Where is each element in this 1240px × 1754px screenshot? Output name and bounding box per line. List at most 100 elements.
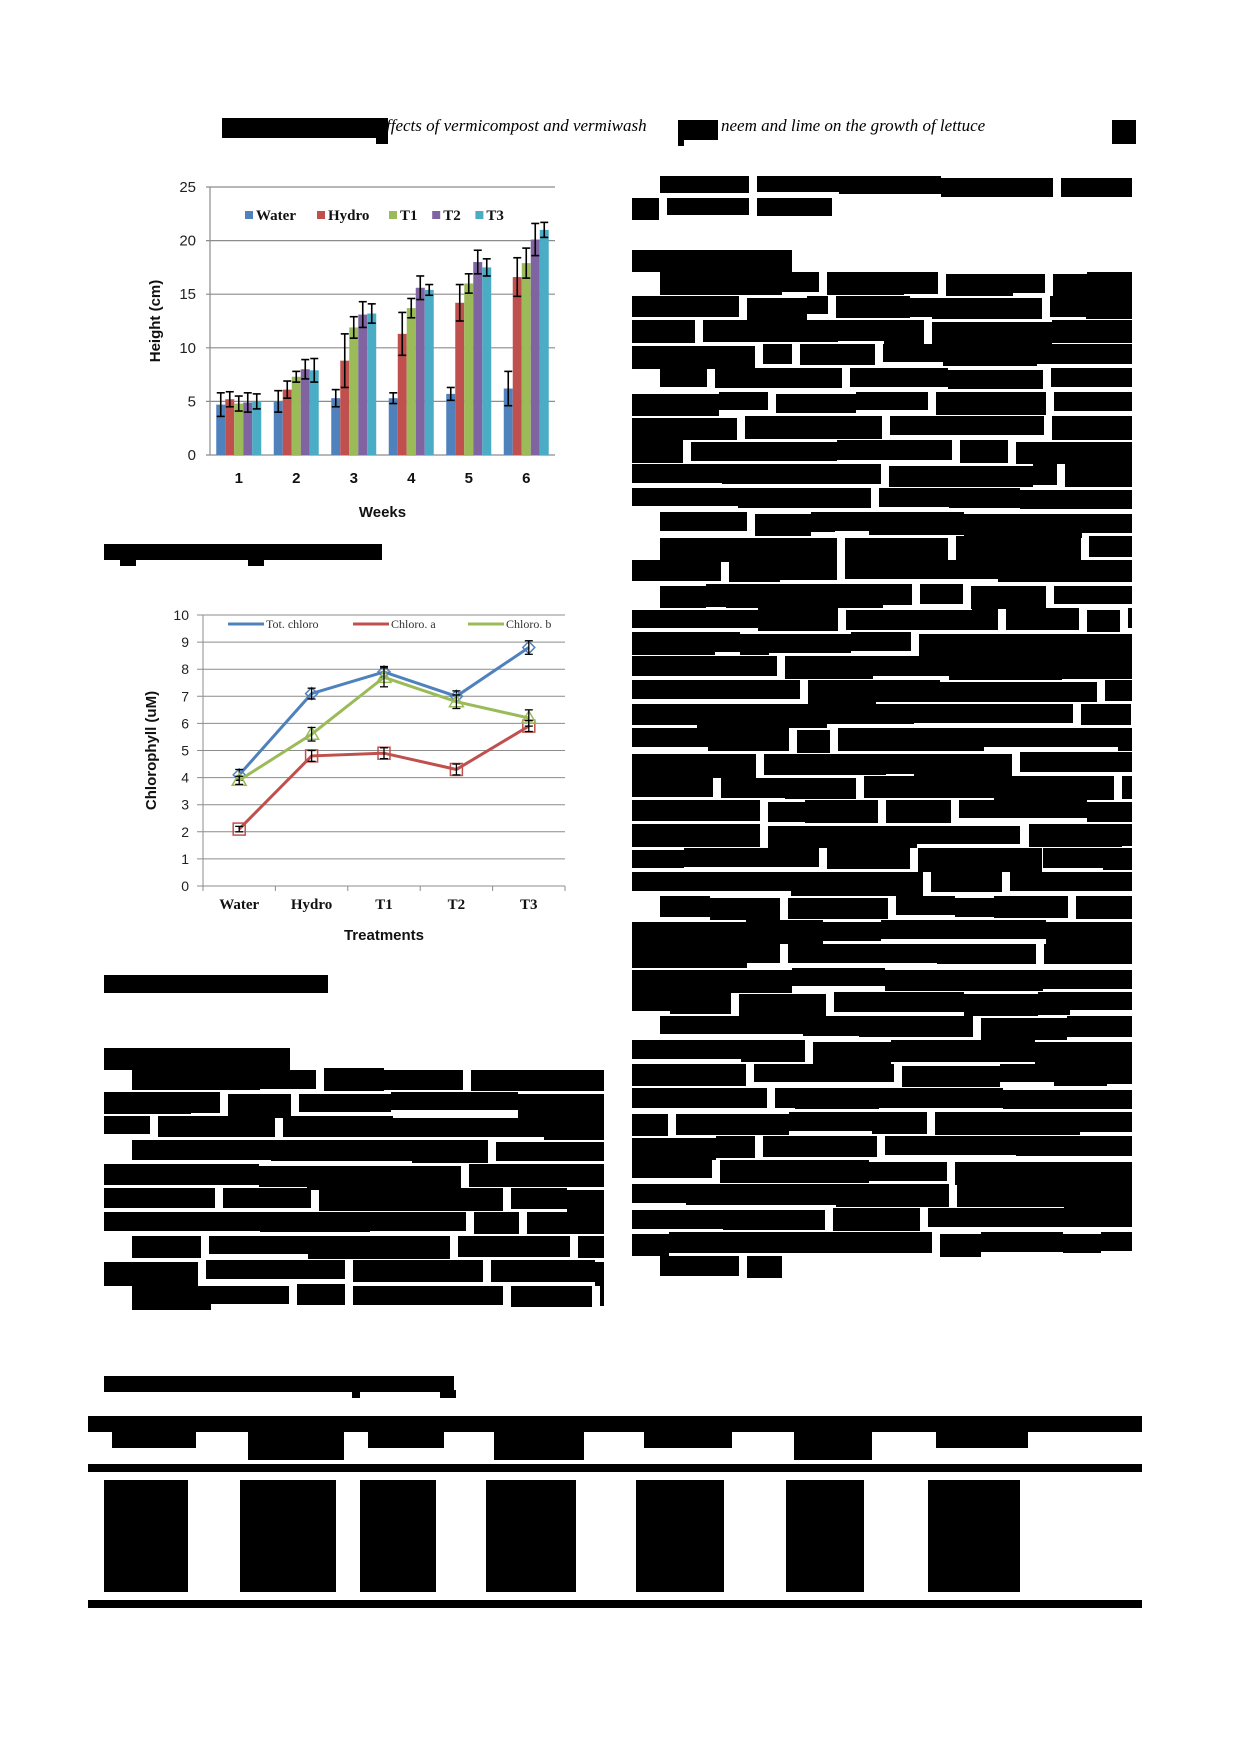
redacted-text-segment: [470, 1070, 604, 1091]
legend-swatch-t2: [432, 211, 441, 219]
redacted-text-segment: [259, 1166, 308, 1187]
redacted-text-segment: [746, 920, 824, 944]
redacted-text-segment: [1086, 802, 1132, 822]
redacted-text-segment: [632, 872, 791, 891]
redacted-text-segment: [526, 1212, 604, 1234]
bar-t1: [349, 327, 359, 455]
redacted-text-segment: [594, 1262, 604, 1286]
redacted-text-segment: [632, 394, 720, 416]
bar-water: [216, 404, 226, 455]
redacted-text-segment: [360, 1188, 504, 1211]
table-cell-redacted: [486, 1480, 576, 1592]
table-bottom-rule: [88, 1600, 1142, 1608]
table-header-cell-redacted: [794, 1432, 872, 1460]
redacted-text-segment: [1054, 392, 1132, 411]
redacted-text-segment: [993, 896, 1068, 918]
running-head-tail: neem and lime on the growth of lettuce: [721, 116, 986, 135]
redacted-text-segment: [728, 560, 780, 582]
redacted-text-segment: [298, 1094, 391, 1112]
y-tick-label: 8: [181, 661, 189, 677]
redacted-text-segment: [283, 1116, 393, 1137]
redacted-text-segment: [738, 994, 827, 1016]
redacted-text-segment: [725, 584, 883, 608]
redacted-text-segment: [324, 1068, 384, 1091]
redacted-text-segment: [632, 970, 792, 993]
bar-t2: [530, 239, 540, 455]
redacted-text-segment: [222, 1188, 311, 1208]
redacted-text-segment: [1086, 610, 1120, 632]
redacted-text-segment: [1104, 680, 1132, 701]
redacted-text-segment: [259, 1070, 317, 1089]
redacted-text-segment: [660, 896, 711, 917]
redacted-text-segment: [884, 1136, 1017, 1155]
table-top-rule: [88, 1416, 1142, 1432]
redacted-text-segment: [940, 1234, 982, 1257]
table-header-rule: [88, 1464, 1142, 1472]
marker-triangle: [230, 771, 248, 787]
redacted-text-segment: [838, 176, 942, 194]
redacted-text-segment: [1075, 896, 1132, 919]
redacted-text-segment: [983, 728, 1119, 747]
redacted-text-segment: [208, 1236, 309, 1254]
redacted-text-segment: [868, 512, 965, 535]
redacted-text-segment: [792, 538, 837, 561]
redacted-text-segment: [722, 1210, 825, 1230]
redacted-text-segment: [844, 538, 909, 560]
legend-swatch-t3: [475, 211, 484, 219]
redacted-text-segment: [964, 994, 1039, 1016]
redacted-text-segment: [886, 800, 951, 823]
bar-t1: [406, 308, 416, 455]
redacted-text-segment: [104, 1262, 198, 1286]
redacted-text-segment: [632, 824, 761, 847]
redacted-text-segment: [370, 1212, 466, 1231]
redacted-text-segment: [714, 632, 740, 652]
redacted-text-segment: [741, 1040, 805, 1062]
redacted-text-segment: [934, 1112, 1080, 1135]
legend-swatch-t1: [389, 211, 397, 219]
redacted-text-segment: [1002, 1090, 1132, 1109]
redacted-text-segment: [1081, 704, 1131, 725]
x-tick-label: T1: [375, 897, 393, 913]
redacted-text-segment: [936, 392, 1047, 415]
redacted-text-segment: [864, 776, 935, 798]
redacted-text-segment: [632, 296, 739, 317]
redacted-text-segment: [632, 992, 670, 1011]
redacted-text-segment: [767, 802, 805, 822]
redacted-text-segment: [997, 560, 1065, 582]
redacted-text-segment: [632, 488, 739, 506]
redacted-text-segment: [632, 632, 715, 655]
redacted-text-segment: [158, 1116, 276, 1137]
y-tick-label: 0: [181, 878, 189, 894]
redacted-text-segment: [946, 274, 1013, 296]
redacted-text-segment: [632, 1088, 767, 1108]
redacted-text-segment: [660, 368, 707, 387]
bar-t1: [291, 376, 301, 455]
redacted-text-segment: [1016, 1136, 1111, 1156]
legend-swatch-water: [245, 211, 253, 219]
redacted-text-segment: [958, 800, 1087, 818]
redacted-text-segment: [1044, 944, 1132, 964]
redacted-text-segment: [883, 584, 912, 605]
redacted-text-segment: [879, 488, 950, 507]
redacted-text-segment: [1079, 1112, 1132, 1132]
redacted-text-segment: [1065, 464, 1132, 487]
y-tick-label: 3: [181, 797, 189, 813]
redacted-text-segment: [1052, 320, 1132, 343]
redacted-text-segment: [632, 1064, 746, 1086]
table-cell-redacted: [636, 1480, 724, 1592]
line-chloro-b: [238, 675, 530, 782]
redacted-text-segment: [957, 1184, 1065, 1207]
redacted-text-segment: [971, 586, 1046, 609]
bar-t1: [464, 283, 474, 455]
bar-t2: [243, 402, 253, 455]
redacted-text-segment: [511, 1286, 592, 1307]
redacted-text-segment: [746, 944, 780, 963]
redacted-text-segment: [632, 610, 758, 628]
redacted-text-segment: [352, 1286, 504, 1305]
redacted-text-segment: [458, 1236, 570, 1257]
redacted-text-segment: [703, 320, 839, 342]
redacted-text-segment: [1042, 1162, 1132, 1184]
redacted-text-segment: [1121, 776, 1132, 799]
redacted-text-segment: [104, 1092, 191, 1114]
redacted-text-segment: [714, 368, 843, 388]
